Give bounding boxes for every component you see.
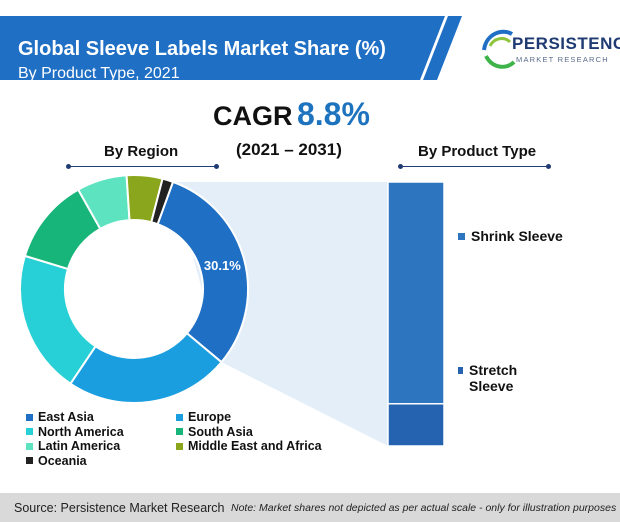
donut-slice-oceania [150, 177, 175, 226]
legend-label: Europe [188, 410, 232, 424]
product-type-label-shrink-sleeve: Shrink Sleeve [458, 228, 588, 244]
legend-label: Middle East and Africa [188, 439, 322, 453]
bar-segment-stretch-sleeve [387, 403, 445, 447]
donut-slice-north-america [19, 254, 97, 386]
cagr-label: CAGR [213, 101, 293, 131]
logo-tagline: MARKET RESEARCH [516, 55, 609, 64]
product-type-label-stretch-sleeve: Stretch Sleeve [458, 362, 538, 394]
legend-swatch [176, 442, 183, 450]
donut-slice-east-asia [156, 180, 249, 364]
legend-item-north-america: North America [26, 425, 124, 439]
legend-swatch [26, 442, 33, 450]
product-type-name: Stretch Sleeve [469, 362, 518, 394]
legend-item-south-asia: South Asia [176, 425, 253, 439]
legend-swatch [26, 413, 33, 421]
footer-bar: Source: Persistence Market Research Note… [0, 493, 620, 522]
company-logo: PERSISTENCE MARKET RESEARCH [478, 22, 620, 78]
chart-title: Global Sleeve Labels Market Share (%) [18, 38, 386, 60]
chart-subtitle: By Product Type, 2021 [18, 65, 180, 82]
cagr-headline: CAGR 8.8% [213, 96, 370, 133]
cagr-period: (2021 – 2031) [236, 140, 342, 159]
title-banner: Global Sleeve Labels Market Share (%) By… [0, 16, 470, 82]
legend-swatch [458, 233, 465, 240]
legend-label: North America [38, 424, 124, 439]
region-heading-underline [70, 166, 216, 167]
logo-swirl-icon [482, 29, 516, 69]
legend-swatch [26, 457, 33, 464]
legend-item-east-asia: East Asia [26, 410, 94, 424]
product-underline-dot-left [398, 164, 403, 169]
legend-swatch [176, 413, 183, 421]
legend-item-europe: Europe [176, 410, 231, 424]
disclaimer-note: Note: Market shares not depicted as per … [231, 502, 617, 514]
legend-label: South Asia [188, 424, 253, 439]
legend-item-middle-east-and-africa: Middle East and Africa [176, 439, 322, 453]
region-underline-dot-left [66, 164, 71, 169]
product-heading: By Product Type [418, 143, 537, 160]
legend-swatch [176, 428, 183, 435]
legend-swatch [458, 367, 463, 374]
region-heading: By Region [104, 143, 179, 160]
region-underline-dot-right [214, 164, 219, 169]
source-note: Source: Persistence Market Research [14, 501, 225, 515]
legend-swatch [26, 428, 33, 435]
product-heading-underline [402, 166, 548, 167]
logo-wordmark: PERSISTENCE [512, 34, 620, 53]
product-type-name: Shrink Sleeve [471, 228, 563, 244]
bar-segment-shrink-sleeve [387, 181, 445, 405]
legend-label: Oceania [38, 453, 87, 468]
legend-item-oceania: Oceania [26, 454, 87, 468]
legend-item-latin-america: Latin America [26, 439, 120, 453]
product-underline-dot-right [546, 164, 551, 169]
cagr-value: 8.8% [296, 96, 370, 132]
donut-data-label: 30.1% [204, 258, 241, 273]
legend-label: East Asia [38, 410, 94, 424]
banner-shape [0, 16, 462, 80]
legend-label: Latin America [38, 439, 121, 453]
